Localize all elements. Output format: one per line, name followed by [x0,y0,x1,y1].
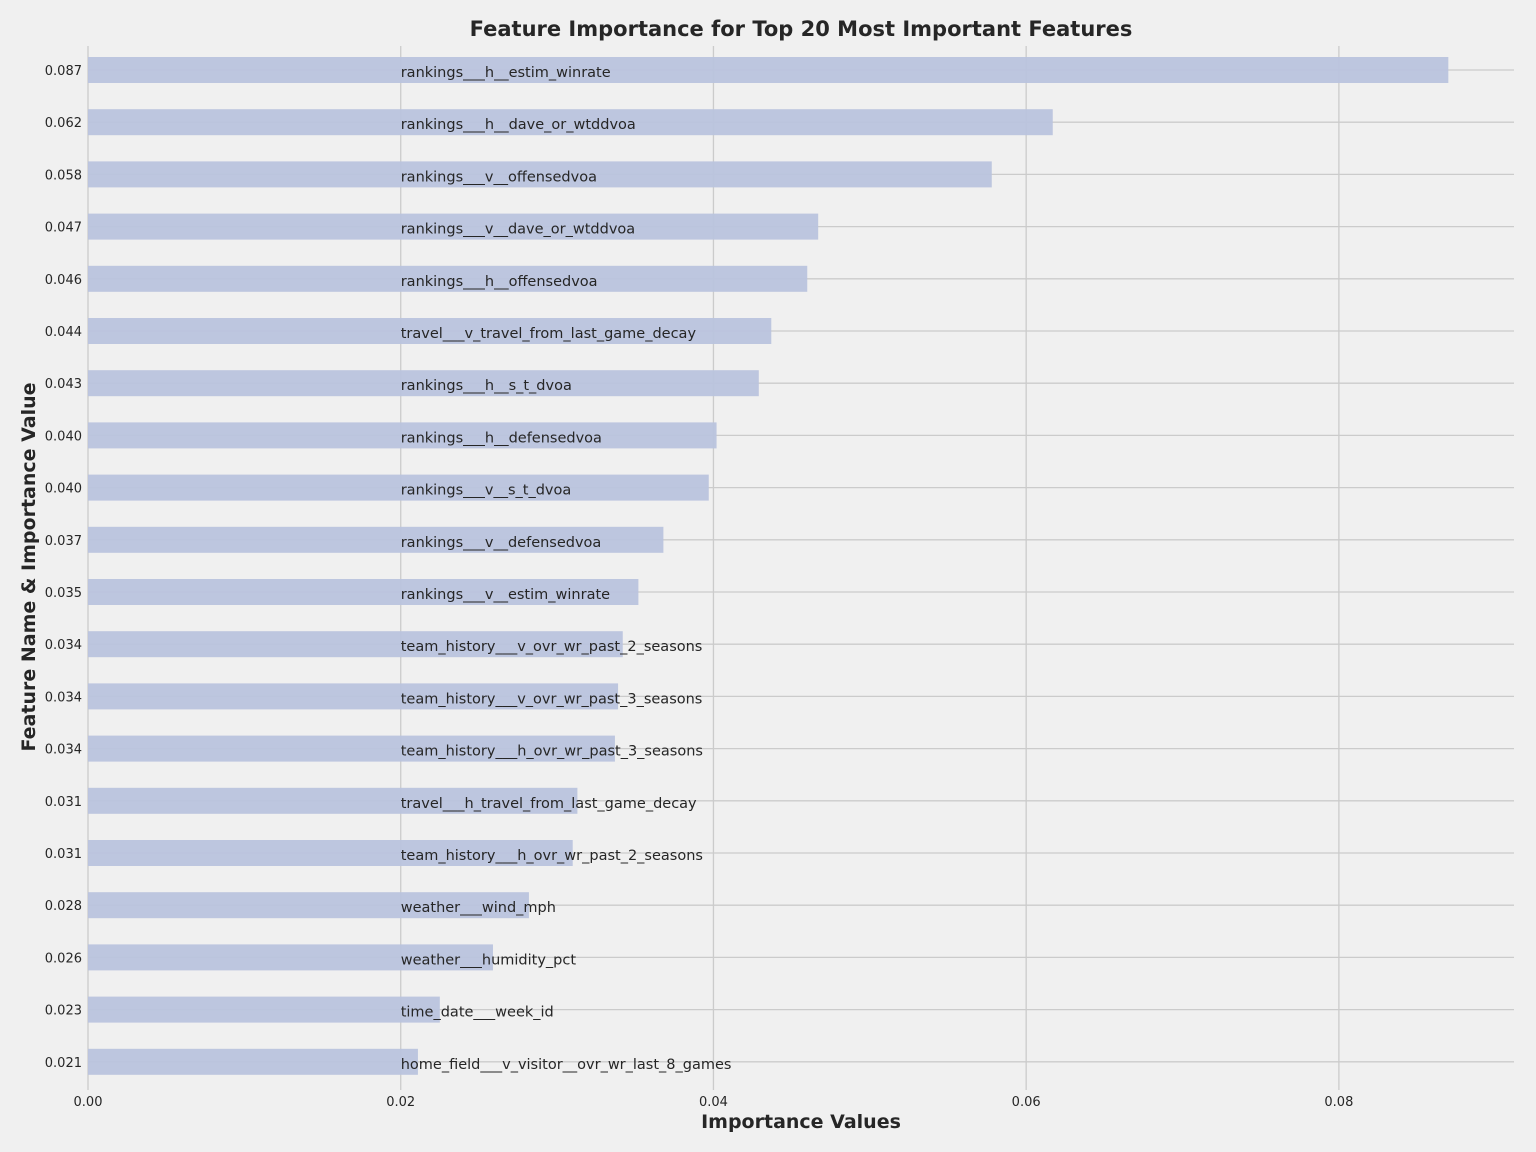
bar-feature-label: team_history___v_ovr_wr_past_3_seasons [401,691,703,707]
bar [88,57,1449,83]
grid-layer [87,46,1514,1090]
bar [88,735,615,762]
bar [88,109,1053,136]
bar-feature-label: rankings___v__defensedvoa [401,535,602,551]
y-tick-label: 0.046 [45,273,82,288]
bar [88,892,529,919]
y-tick-label: 0.037 [45,534,82,549]
y-tick-label: 0.026 [45,951,82,966]
y-tick-label: 0.043 [45,377,82,392]
bar-feature-label: rankings___h__defensedvoa [401,430,602,446]
y-tick-label: 0.034 [45,690,82,705]
bar-feature-label: rankings___h__offensedvoa [401,274,598,290]
y-tick-label: 0.062 [45,116,82,131]
y-tick-labels: 0.087 0.062 0.058 0.047 0.046 0.044 0.043 0.040… [45,64,82,1071]
bar [88,213,819,240]
bar-feature-label: rankings___h__estim_winrate [401,65,611,81]
bar-feature-label: team_history___h_ovr_wr_past_3_seasons [401,744,703,760]
y-tick-label: 0.087 [45,64,82,79]
x-tick-label: 0.08 [1324,1095,1353,1110]
y-tick-label: 0.040 [45,429,82,444]
bar [88,631,623,658]
x-axis-label: Importance Values [701,1111,901,1133]
bar-feature-label: weather___humidity_pct [401,952,577,968]
y-tick-label: 0.034 [45,638,82,653]
bar [88,1048,418,1075]
y-tick-label: 0.047 [45,221,82,236]
y-tick-label: 0.035 [45,586,82,601]
bar [88,370,759,397]
bar [88,944,493,971]
bar-feature-label: rankings___v__dave_or_wtddvoa [401,222,635,238]
bar-feature-label: travel___v_travel_from_last_game_decay [401,326,697,342]
y-tick-label: 0.023 [45,1004,82,1019]
y-tick-label: 0.058 [45,168,82,183]
bar [88,840,573,866]
y-axis-label: Feature Name & Importance Value [18,382,40,751]
y-tick-label: 0.021 [45,1056,82,1071]
bar-feature-label: weather___wind_mph [401,900,556,916]
x-tick-label: 0.06 [1012,1095,1041,1110]
y-tick-label: 0.028 [45,899,82,914]
x-tick-label: 0.02 [386,1095,415,1110]
bar-feature-label: rankings___v__s_t_dvoa [401,483,572,499]
chart-title: Feature Importance for Top 20 Most Impor… [470,17,1133,41]
bar-feature-label: rankings___v__offensedvoa [401,169,597,185]
x-tick-labels: 0.00 0.02 0.04 0.06 0.08 [74,1095,1354,1110]
bar-feature-label: team_history___v_ovr_wr_past_2_seasons [401,639,703,655]
bar-feature-label: team_history___h_ovr_wr_past_2_seasons [401,848,703,864]
bar [88,787,578,814]
y-tick-label: 0.034 [45,743,82,758]
bar-feature-label: home_field___v_visitor__ovr_wr_last_8_ga… [401,1057,732,1073]
y-tick-label: 0.031 [45,795,82,810]
bar-feature-label: rankings___v__estim_winrate [401,587,610,603]
x-tick-label: 0.00 [74,1095,103,1110]
x-tick-label: 0.04 [699,1095,728,1110]
bar [88,318,772,344]
bar-feature-label: time_date___week_id [401,1005,554,1021]
bar-feature-label: travel___h_travel_from_last_game_decay [401,796,697,812]
bars-layer [88,57,1449,1075]
y-tick-label: 0.044 [45,325,82,340]
bar [88,526,664,553]
bar [88,265,808,292]
bar [88,996,440,1023]
labels-layer: rankings___h__estim_winrate rankings___h_… [401,65,732,1073]
bar [88,474,709,501]
y-tick-label: 0.031 [45,847,82,862]
bar [88,683,619,710]
bar [88,422,717,449]
bar [88,579,639,605]
bar [88,161,992,188]
y-tick-label: 0.040 [45,482,82,497]
bar-feature-label: rankings___h__dave_or_wtddvoa [401,117,636,133]
bar-feature-label: rankings___h__s_t_dvoa [401,378,572,394]
